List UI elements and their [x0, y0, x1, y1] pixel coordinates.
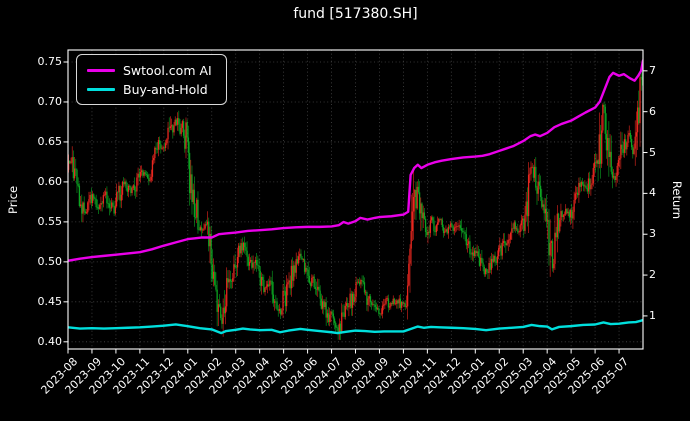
legend: Swtool.com AI Buy-and-Hold — [76, 54, 227, 105]
left-axis-tick-label: 0.75 — [37, 54, 63, 68]
tick-marks — [63, 61, 648, 354]
right-axis-tick-label: 7 — [649, 63, 656, 77]
legend-item: Swtool.com AI — [77, 61, 226, 80]
left-axis-tick-label: 0.70 — [37, 94, 63, 108]
right-axis-tick-label: 1 — [649, 308, 656, 322]
right-axis-tick-label: 3 — [649, 227, 656, 241]
series-line-buy-and-hold — [68, 318, 643, 335]
magenta-line-swatch-icon — [87, 69, 115, 72]
left-axis-tick-label: 0.45 — [37, 294, 63, 308]
left-axis-tick-label: 0.50 — [37, 254, 63, 268]
left-axis-tick-label: 0.40 — [37, 334, 63, 348]
candle-bodies-down — [69, 77, 643, 335]
left-axis-tick-label: 0.60 — [37, 174, 63, 188]
left-axis-tick-label: 0.65 — [37, 134, 63, 148]
gridlines — [68, 50, 643, 349]
plot-area — [68, 50, 643, 349]
left-axis-label: Price — [6, 185, 20, 215]
legend-label: Buy-and-Hold — [123, 82, 208, 97]
cyan-line-swatch-icon — [87, 88, 115, 91]
right-axis-tick-label: 2 — [649, 268, 656, 282]
right-axis-tick-label: 6 — [649, 104, 656, 118]
candle-bodies-up — [68, 77, 641, 335]
left-axis-tick-label: 0.55 — [37, 214, 63, 228]
legend-label: Swtool.com AI — [123, 63, 212, 78]
right-axis-tick-label: 4 — [649, 186, 656, 200]
series-line-swtool-com-ai — [68, 59, 643, 262]
chart-title: fund [517380.SH] — [293, 6, 418, 22]
right-axis-tick-label: 5 — [649, 145, 656, 159]
legend-item: Buy-and-Hold — [77, 80, 226, 99]
